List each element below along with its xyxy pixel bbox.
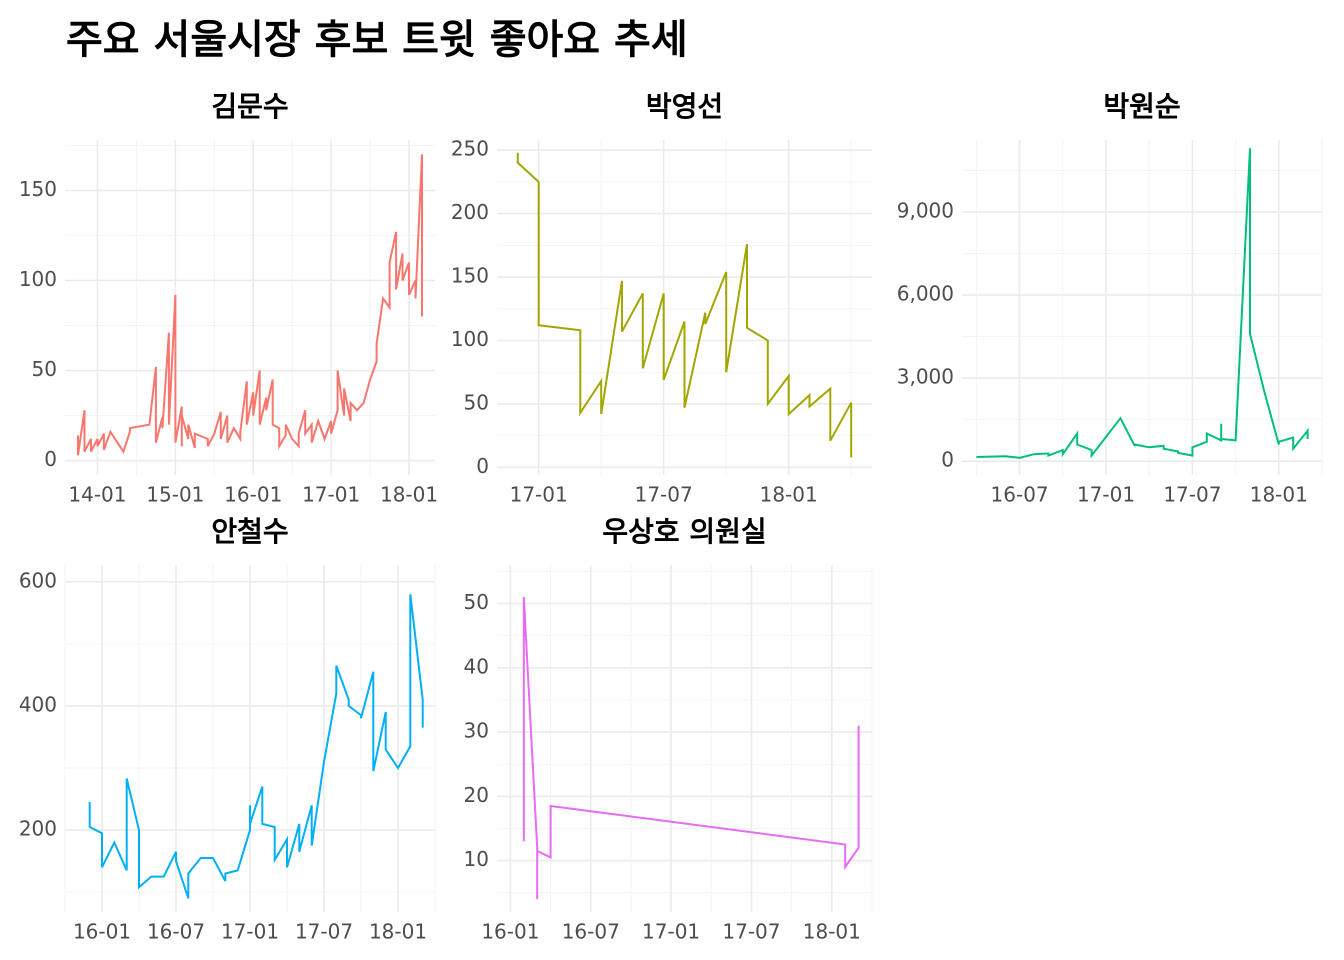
y-tick-label: 50 (464, 590, 489, 614)
panel-title: 안철수 (211, 515, 288, 548)
x-tick-label: 17-07 (295, 920, 353, 944)
line (976, 148, 1309, 459)
x-tick-label: 18-01 (369, 920, 427, 944)
y-tick-label: 250 (451, 137, 489, 161)
x-tick-label: 15-01 (146, 483, 204, 507)
y-tick-label: 100 (451, 327, 489, 351)
y-tick-label: 400 (19, 692, 57, 716)
x-tick-label: 17-01 (1077, 483, 1135, 507)
x-tick-label: 16-07 (562, 920, 620, 944)
x-tick-label: 17-01 (302, 483, 360, 507)
y-tick-label: 9,000 (897, 198, 954, 222)
x-tick-label: 18-01 (380, 483, 438, 507)
y-tick-label: 150 (451, 264, 489, 288)
y-tick-label: 200 (19, 817, 57, 841)
y-tick-label: 200 (451, 200, 489, 224)
x-tick-label: 17-07 (1163, 483, 1221, 507)
x-tick-label: 18-01 (760, 483, 818, 507)
x-tick-label: 17-01 (221, 920, 279, 944)
panel-title: 박원순 (1103, 90, 1180, 123)
x-tick-label: 16-07 (991, 483, 1049, 507)
y-tick-label: 0 (941, 448, 954, 472)
y-tick-label: 50 (464, 390, 489, 414)
x-tick-label: 17-01 (510, 483, 568, 507)
y-tick-label: 3,000 (897, 365, 954, 389)
line (77, 154, 423, 456)
y-tick-label: 30 (464, 719, 489, 743)
x-tick-label: 17-07 (722, 920, 780, 944)
x-tick-label: 18-01 (803, 920, 861, 944)
panel-title: 우상호 의원실 (602, 515, 766, 548)
line (522, 597, 860, 900)
panel-title: 박영선 (646, 90, 723, 123)
page-title: 주요 서울시장 후보 트윗 좋아요 추세 (66, 17, 688, 63)
y-tick-label: 0 (476, 454, 489, 478)
x-tick-label: 16-01 (481, 920, 539, 944)
x-tick-label: 16-01 (73, 920, 131, 944)
line (516, 152, 853, 458)
y-tick-label: 20 (464, 783, 489, 807)
y-tick-label: 40 (464, 654, 489, 678)
y-tick-label: 10 (464, 847, 489, 871)
panel-title: 김문수 (211, 90, 288, 123)
y-tick-label: 150 (19, 177, 57, 201)
x-tick-label: 16-01 (224, 483, 282, 507)
y-tick-label: 100 (19, 267, 57, 291)
y-tick-label: 600 (19, 568, 57, 592)
x-tick-label: 18-01 (1250, 483, 1308, 507)
y-tick-label: 50 (32, 357, 57, 381)
x-tick-label: 17-01 (642, 920, 700, 944)
y-tick-label: 0 (44, 447, 57, 471)
y-tick-label: 6,000 (897, 282, 954, 306)
x-tick-label: 17-07 (635, 483, 693, 507)
line (88, 594, 424, 899)
x-tick-label: 14-01 (68, 483, 126, 507)
x-tick-label: 16-07 (147, 920, 205, 944)
